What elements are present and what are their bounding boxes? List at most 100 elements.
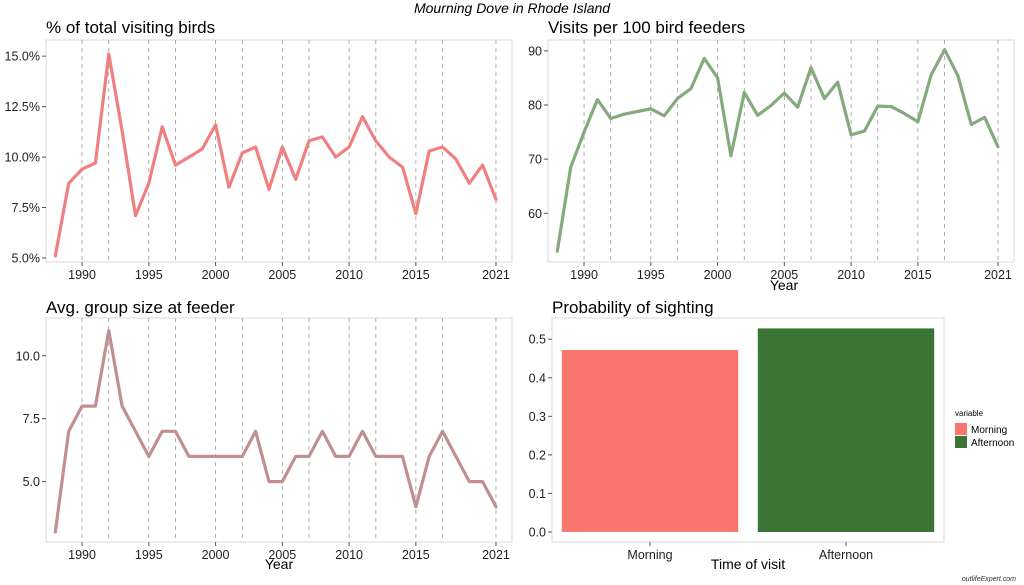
y-tick-label: 12.5% (5, 100, 40, 114)
y-tick-label: 0.2 (529, 448, 546, 462)
y-axis-ticks: 5.0% 7.5% 10.0% 12.5% 15.0% (5, 50, 46, 265)
x-tick-label: 1990 (68, 548, 96, 562)
y-tick-label: 0.3 (529, 410, 546, 424)
y-axis-ticks: 5.0 7.5 10.0 (16, 349, 46, 489)
data-series (555, 48, 1000, 253)
x-tick-label: 2005 (268, 548, 296, 562)
panel-probability-sighting: Probability of sighting 0.00.10.20.30.40… (529, 298, 1015, 572)
data-point (649, 107, 653, 110)
x-tick-label: 2010 (335, 548, 363, 562)
legend-label-morning: Morning (971, 425, 1007, 436)
series-line (53, 329, 498, 534)
data-point (387, 155, 391, 159)
panel-title: Avg. group size at feeder (46, 298, 235, 317)
data-point (347, 455, 351, 458)
data-point (174, 163, 177, 167)
data-point (743, 91, 746, 94)
figure-title: Mourning Dove in Rhode Island (414, 0, 611, 16)
data-point (267, 188, 271, 191)
data-point (494, 505, 498, 508)
panel-title: % of total visiting birds (46, 18, 215, 37)
data-point (160, 125, 164, 128)
data-point (80, 167, 84, 171)
data-point (401, 165, 404, 169)
data-point (94, 161, 97, 165)
x-axis-label: Time of visit (711, 556, 785, 572)
plot-border (45, 317, 513, 543)
data-point (321, 430, 324, 433)
data-point (307, 139, 311, 143)
data-series (53, 329, 498, 534)
data-point (636, 110, 639, 113)
data-point (80, 404, 84, 408)
data-point (134, 214, 137, 217)
y-tick-label: 0.1 (529, 487, 546, 501)
data-point (294, 455, 297, 458)
x-tick-label: 2021 (482, 268, 510, 282)
data-point (281, 480, 284, 483)
data-point (54, 530, 57, 534)
data-point (569, 166, 572, 169)
data-point (54, 254, 57, 258)
x-tick-label: 2010 (335, 268, 363, 282)
plot-border (45, 39, 513, 263)
data-point (809, 66, 813, 69)
y-tick-label: 70 (528, 153, 542, 167)
grid-lines (81, 40, 497, 262)
y-tick-label: 0.5 (529, 333, 546, 347)
data-point (943, 48, 946, 51)
data-point (254, 430, 257, 433)
y-tick-label: 7.5 (23, 412, 40, 426)
data-point (187, 455, 191, 458)
data-point (401, 455, 404, 458)
data-point (334, 155, 337, 159)
data-point (996, 145, 1000, 148)
x-tick-label: 2021 (984, 268, 1012, 282)
series-line (53, 52, 498, 258)
data-point (361, 115, 364, 118)
data-point (441, 145, 444, 149)
data-point (294, 178, 297, 181)
series-line (555, 48, 1000, 253)
x-tick-label: 1995 (135, 268, 163, 282)
x-axis-ticks: Morning Afternoon (627, 542, 873, 562)
data-point (120, 129, 124, 133)
x-tick-label: 2015 (402, 548, 430, 562)
x-tick-label: 1990 (68, 268, 96, 282)
data-point (556, 249, 559, 253)
legend-swatch-afternoon (955, 436, 967, 448)
panel-title: Probability of sighting (552, 298, 714, 317)
y-tick-label: 7.5% (12, 201, 41, 215)
x-axis-label: Year (265, 556, 294, 572)
data-point (361, 430, 364, 433)
y-tick-label: 90 (528, 44, 542, 58)
data-point (481, 163, 484, 167)
data-point (107, 329, 110, 332)
data-point (468, 182, 471, 185)
data-point (783, 91, 786, 95)
data-point (703, 57, 706, 60)
data-point (662, 114, 666, 118)
data-point (676, 97, 679, 100)
y-axis-ticks: 0.0 0.1 0.2 0.3 0.4 0.5 (529, 333, 552, 539)
data-point (930, 73, 933, 76)
x-tick-label: 2000 (704, 268, 732, 282)
data-point (174, 430, 177, 433)
y-tick-label: 5.0 (23, 475, 40, 489)
x-tick-label: Morning (627, 548, 672, 562)
y-tick-label: 60 (528, 207, 542, 221)
data-point (187, 155, 191, 159)
data-point (267, 480, 271, 483)
data-point (414, 505, 418, 508)
plot-border (547, 39, 1015, 263)
x-tick-label: 2021 (482, 548, 510, 562)
data-series (53, 52, 498, 258)
data-point (94, 404, 97, 408)
data-point (956, 74, 960, 77)
data-point (876, 104, 880, 108)
x-tick-label: 2010 (837, 268, 865, 282)
data-point (903, 112, 906, 115)
data-point (67, 182, 70, 185)
data-point (796, 105, 799, 109)
data-point (414, 212, 418, 215)
